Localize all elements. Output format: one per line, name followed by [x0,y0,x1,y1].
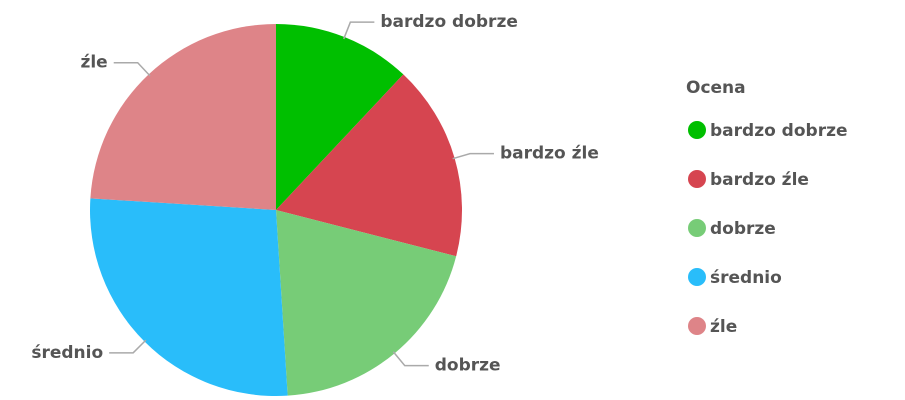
pie-slice [276,24,404,210]
slice-label: średnio [31,343,103,363]
slice-label: bardzo źle [500,144,599,164]
legend-label: średnio [710,268,782,288]
leader-line [109,339,147,354]
legend-label: bardzo źle [710,170,809,190]
legend-marker [688,219,706,237]
legend-label: źle [710,317,737,337]
legend-label: dobrze [710,219,776,239]
pie-slice [90,24,276,210]
legend-marker [688,170,706,188]
pie-slice [276,210,457,396]
leader-line [113,61,151,77]
legend-marker [688,121,706,139]
leader-line [343,21,375,40]
slice-label: bardzo dobrze [380,12,518,32]
slice-label: dobrze [435,356,501,376]
legend-title: Ocena [686,78,746,98]
legend-marker [688,268,706,286]
pie-slice [276,74,462,257]
leader-line [392,351,429,367]
leader-line [452,152,494,160]
legend-label: bardzo dobrze [710,121,848,141]
legend-marker [688,317,706,335]
pie-slice [89,198,288,396]
slice-label: źle [80,53,107,73]
